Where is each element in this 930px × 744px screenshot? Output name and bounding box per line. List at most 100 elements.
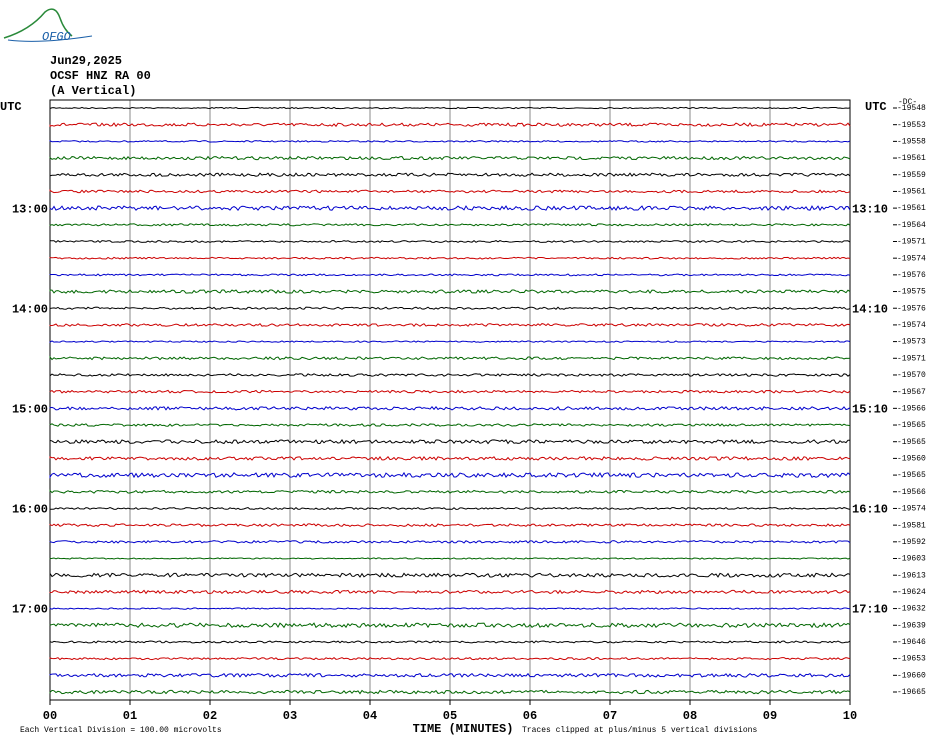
plot-frame: [49, 99, 851, 701]
left-time-label: 16:00: [12, 503, 48, 517]
dc-label: -19574: [897, 321, 926, 330]
trace: [49, 689, 851, 695]
dc-label: -19653: [897, 655, 926, 664]
dc-label: -19603: [897, 555, 926, 564]
header-line: (A Vertical): [50, 84, 136, 98]
dc-label: -19576: [897, 271, 926, 280]
trace: [49, 140, 851, 143]
trace: [49, 423, 851, 427]
dc-label: -19565: [897, 471, 926, 480]
trace: [49, 405, 851, 411]
dc-label: -19566: [897, 404, 926, 413]
trace: [49, 273, 851, 277]
dc-label: -19561: [897, 154, 926, 163]
dc-label: -19564: [897, 221, 926, 230]
trace: [49, 256, 851, 260]
trace: [49, 640, 851, 644]
trace: [49, 557, 851, 560]
trace: [49, 657, 851, 661]
dc-label: -19553: [897, 121, 926, 130]
logo-text: OFGO: [42, 30, 71, 44]
trace: [49, 607, 851, 610]
trace: [49, 622, 851, 629]
dc-label: -19561: [897, 204, 926, 213]
trace: [49, 571, 851, 578]
dc-label: -19665: [897, 688, 926, 697]
x-tick-label: 04: [363, 709, 377, 723]
trace: [49, 106, 851, 110]
trace: [49, 389, 851, 394]
trace: [49, 471, 851, 479]
x-axis-title: TIME (MINUTES): [413, 722, 514, 736]
trace: [49, 189, 851, 194]
trace: [49, 205, 851, 212]
logo: OFGO: [3, 8, 93, 44]
dc-label: -19613: [897, 571, 926, 580]
header-line: Jun29,2025: [50, 54, 122, 68]
dc-label: -19561: [897, 188, 926, 197]
trace: [49, 355, 851, 361]
dc-label: -19573: [897, 338, 926, 347]
left-time-label: 14:00: [12, 302, 48, 316]
dc-label: -19624: [897, 588, 926, 597]
trace: [49, 456, 851, 461]
trace: [49, 540, 851, 544]
right-time-label: 17:10: [852, 603, 888, 617]
trace: [49, 489, 851, 494]
trace: [49, 672, 851, 678]
dc-label: -19558: [897, 137, 926, 146]
dc-label: -19548: [897, 104, 926, 113]
dc-label: -19574: [897, 505, 926, 514]
trace: [49, 439, 851, 445]
dc-label: -19576: [897, 304, 926, 313]
x-tick-label: 02: [203, 709, 217, 723]
dc-title: -DC-: [898, 98, 917, 107]
dc-label: -19639: [897, 621, 926, 630]
trace: [49, 506, 851, 510]
left-time-label: 15:00: [12, 403, 48, 417]
x-tick-label: 10: [843, 709, 857, 723]
trace: [49, 239, 851, 243]
trace: [49, 155, 851, 161]
x-tick-label: 05: [443, 709, 457, 723]
x-tick-label: 03: [283, 709, 297, 723]
dc-label: -19575: [897, 288, 926, 297]
dc-label: -19646: [897, 638, 926, 647]
dc-label: -19571: [897, 354, 926, 363]
dc-label: -19566: [897, 488, 926, 497]
trace: [49, 373, 851, 377]
dc-label: -19565: [897, 421, 926, 430]
left-time-label: 13:00: [12, 202, 48, 216]
x-tick-label: 00: [43, 709, 57, 723]
scale-note: Each Vertical Division = 100.00 microvol…: [20, 726, 222, 735]
dc-label: -19592: [897, 538, 926, 547]
trace: [49, 322, 851, 327]
right-title: UTC: [865, 100, 887, 114]
clip-note: Traces clipped at plus/minus 5 vertical …: [522, 726, 757, 735]
dc-label: -19574: [897, 254, 926, 263]
dc-label: -19581: [897, 521, 926, 530]
trace: [49, 306, 851, 310]
dc-label: -19632: [897, 605, 926, 614]
x-tick-label: 01: [123, 709, 137, 723]
dc-label: -19559: [897, 171, 926, 180]
right-time-label: 16:10: [852, 503, 888, 517]
right-time-label: 13:10: [852, 202, 888, 216]
dc-label: -19660: [897, 671, 926, 680]
trace: [49, 523, 851, 528]
dc-label: -19567: [897, 388, 926, 397]
dc-label: -19560: [897, 455, 926, 464]
dc-label: -19571: [897, 238, 926, 247]
left-title: UTC: [0, 100, 22, 114]
dc-label: -19570: [897, 371, 926, 380]
x-tick-label: 08: [683, 709, 697, 723]
trace: [49, 122, 851, 128]
header-line: OCSF HNZ RA 00: [50, 69, 151, 83]
trace: [49, 589, 851, 595]
x-tick-label: 09: [763, 709, 777, 723]
dc-label: -19565: [897, 438, 926, 447]
x-tick-label: 06: [523, 709, 537, 723]
right-time-label: 14:10: [852, 302, 888, 316]
trace: [49, 223, 851, 227]
